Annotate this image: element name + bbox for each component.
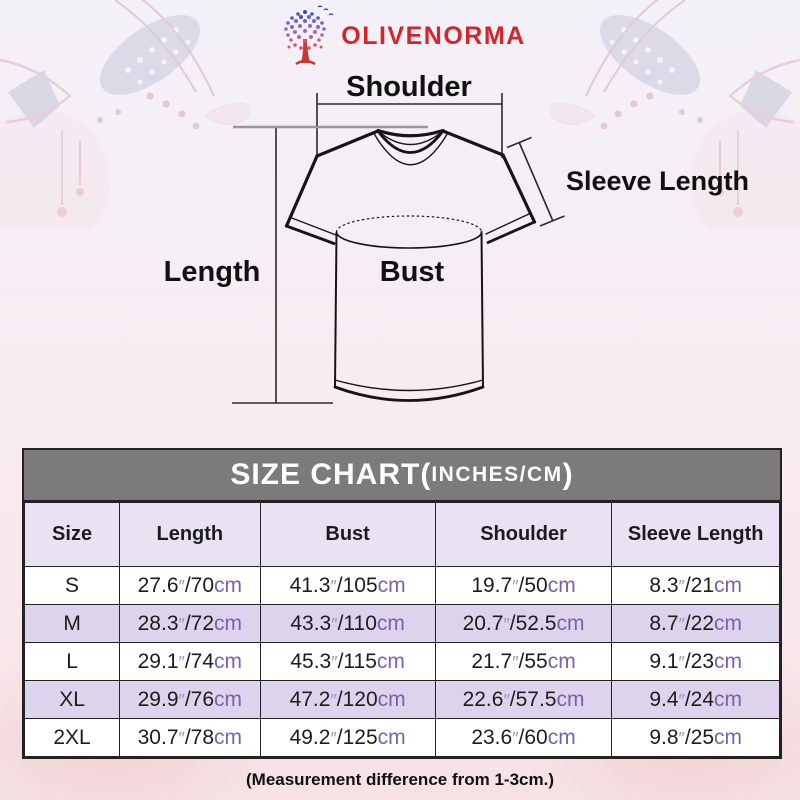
bust-cell: 47.2″/120cm (259, 680, 436, 719)
length-cell: 28.3″/72cm (119, 604, 261, 643)
size-chart-table: Size Length Bust Shoulder Sleeve Length … (23, 502, 780, 757)
sleeve-cell: 8.7″/22cm (611, 604, 780, 643)
sleeve-cell: 9.1″/23cm (611, 642, 780, 681)
tshirt-measurement-diagram: Shoulder Sleeve Length Length Bust (164, 71, 749, 404)
shoulder-cell: 21.7″/55cm (434, 642, 613, 681)
bust-cell: 43.3″/110cm (259, 604, 436, 643)
brand-header: OLIVENORMA (0, 5, 800, 67)
column-header-size: Size (23, 502, 121, 567)
table-row-m: M 28.3″/72cm 43.3″/110cm 20.7″/52.5cm 8.… (23, 604, 780, 643)
length-cell: 29.1″/74cm (119, 642, 261, 681)
shoulder-label: Shoulder (346, 71, 472, 103)
length-cell: 30.7″/78cm (119, 718, 261, 757)
shoulder-cell: 19.7″/50cm (434, 566, 613, 605)
bust-label: Bust (380, 256, 445, 288)
sleeve-cell: 9.4″/24cm (611, 680, 780, 719)
table-row-s: S 27.6″/70cm 41.3″/105cm 19.7″/50cm 8.3″… (23, 566, 780, 605)
bust-cell: 41.3″/105cm (259, 566, 436, 605)
sleeve-length-label: Sleeve Length (566, 166, 749, 196)
size-cell: 2XL (23, 718, 121, 757)
shoulder-cell: 22.6″/57.5cm (434, 680, 613, 719)
tree-logo-icon (284, 5, 334, 66)
size-chart-title-bar: SIZE CHART( INCHES/CM ) (24, 450, 780, 502)
size-cell: L (23, 642, 121, 681)
length-cell: 27.6″/70cm (119, 566, 261, 605)
size-cell: XL (23, 680, 121, 719)
length-label: Length (164, 256, 261, 288)
size-cell: M (23, 604, 121, 643)
shoulder-cell: 20.7″/52.5cm (434, 604, 613, 643)
brand-name: OLIVENORMA (341, 21, 526, 50)
size-chart-title-units: INCHES/CM (431, 463, 563, 486)
shoulder-cell: 23.6″/60cm (434, 718, 613, 757)
bust-cell: 49.2″/125cm (259, 718, 436, 757)
size-chart-title: SIZE CHART( (230, 458, 432, 491)
table-row-2xl: 2XL 30.7″/78cm 49.2″/125cm 23.6″/60cm 9.… (23, 718, 780, 757)
length-cell: 29.9″/76cm (119, 680, 261, 719)
sleeve-cell: 9.8″/25cm (611, 718, 780, 757)
size-cell: S (23, 566, 121, 605)
table-row-l: L 29.1″/74cm 45.3″/115cm 21.7″/55cm 9.1″… (23, 642, 780, 681)
size-chart-box: SIZE CHART( INCHES/CM ) Size Length Bust… (22, 448, 782, 759)
size-chart-title-close: ) (562, 458, 574, 491)
column-header-bust: Bust (259, 502, 436, 567)
column-header-shoulder: Shoulder (434, 502, 613, 567)
header-row: Size Length Bust Shoulder Sleeve Length (23, 502, 780, 567)
table-row-xl: XL 29.9″/76cm 47.2″/120cm 22.6″/57.5cm 9… (23, 680, 780, 719)
sleeve-cell: 8.3″/21cm (611, 566, 780, 605)
column-header-length: Length (119, 502, 261, 567)
column-header-sleeve-length: Sleeve Length (611, 502, 780, 567)
bust-cell: 45.3″/115cm (259, 642, 436, 681)
measurement-footnote: (Measurement difference from 1-3cm.) (246, 770, 554, 789)
